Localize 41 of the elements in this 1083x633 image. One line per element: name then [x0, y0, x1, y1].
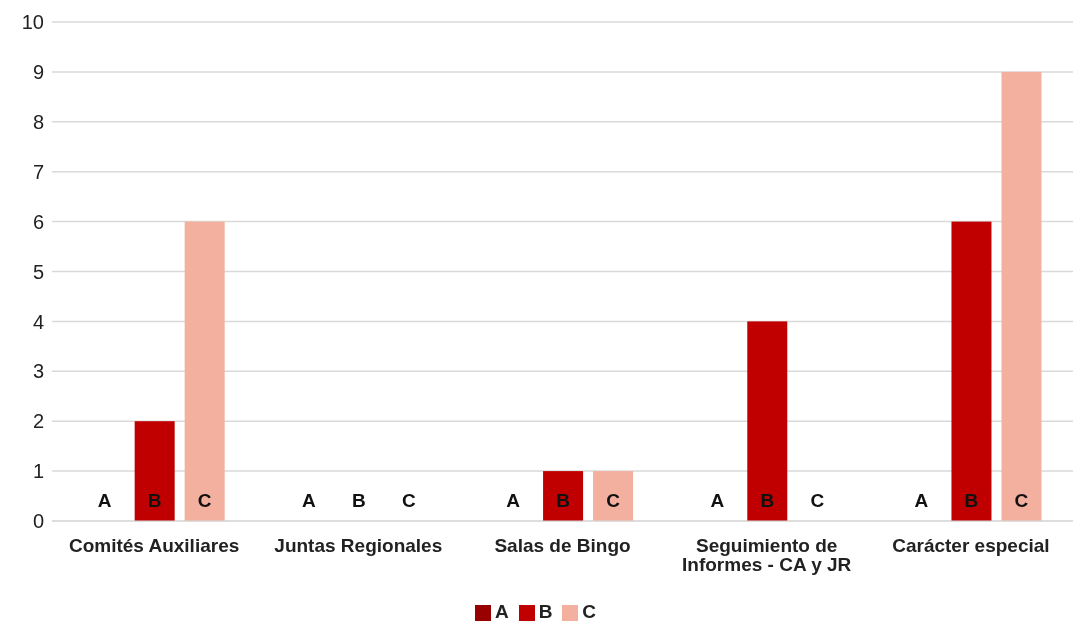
- text: A: [506, 490, 520, 511]
- text: B: [556, 490, 570, 511]
- text: B: [147, 490, 162, 511]
- x-tick-label: Seguimiento de Informes - CA y JR: [682, 535, 852, 576]
- bar: [1001, 71, 1042, 521]
- y-tick-label: 2: [32, 410, 44, 433]
- text: C: [810, 490, 825, 511]
- y-tick-label: 10: [21, 11, 44, 34]
- text: B: [352, 490, 366, 511]
- x-tick-label: Carácter especial: [892, 535, 1050, 557]
- bar: [184, 221, 225, 521]
- text: C: [1014, 490, 1029, 511]
- y-tick-label: 9: [32, 61, 44, 83]
- y-tick-label: 5: [32, 260, 44, 283]
- legend-label: C: [582, 601, 597, 622]
- bar: [747, 321, 788, 521]
- y-tick-label: 0: [32, 510, 44, 533]
- bar: [951, 221, 992, 521]
- text: A: [914, 490, 929, 511]
- y-tick-label: 4: [32, 310, 44, 333]
- y-tick-label: 3: [32, 360, 44, 383]
- y-tick-label: 6: [32, 210, 44, 233]
- y-tick-label: 7: [32, 160, 44, 183]
- bar: [593, 471, 634, 521]
- text: C: [606, 490, 620, 511]
- y-tick-label: 1: [32, 460, 44, 483]
- y-tick-label: 8: [32, 110, 44, 133]
- text: B: [964, 490, 979, 511]
- text: C: [197, 490, 212, 511]
- x-tick-label: Salas de Bingo: [494, 535, 631, 557]
- legend-label: A: [494, 601, 509, 622]
- legend-label: B: [538, 601, 553, 622]
- bar: [543, 471, 584, 521]
- bar: [134, 421, 175, 521]
- text: B: [760, 490, 775, 511]
- text: A: [302, 490, 316, 511]
- text: A: [97, 490, 112, 511]
- x-tick-label: Comités Auxiliares: [68, 535, 240, 557]
- text: C: [402, 490, 416, 511]
- text: A: [710, 490, 725, 511]
- x-tick-label: Juntas Regionales: [274, 535, 443, 557]
